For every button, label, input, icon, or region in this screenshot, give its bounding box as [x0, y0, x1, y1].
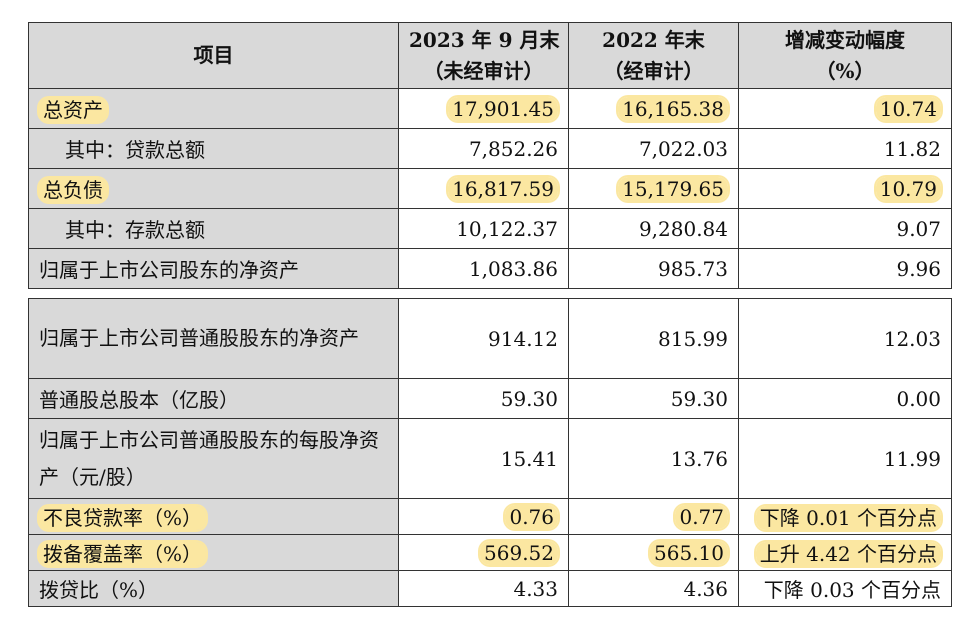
row-label: 总资产: [39, 98, 107, 122]
row-label: 不良贷款率（%）: [39, 506, 207, 530]
table-row: 不良贷款率（%） 0.76 0.77 下降 0.01 个百分点: [28, 498, 952, 535]
table-row: 归属于上市公司股东的净资产 1,083.86 985.73 9.96: [28, 248, 952, 289]
row-value: 0.76: [505, 504, 558, 529]
header-2022: 2022 年末 （经审计）: [568, 22, 739, 89]
row-value: 16,165.38: [618, 96, 728, 121]
table-row: 归属于上市公司普通股股东的净资产 914.12 815.99 12.03: [28, 298, 952, 379]
row-label: 归属于上市公司普通股股东的每股净资产（元/股）: [28, 418, 399, 499]
row-label: 其中：贷款总额: [28, 128, 399, 169]
header-row: 项目 2023 年 9 月末 （未经审计） 2022 年末 （经审计） 增减变动幅度…: [28, 22, 952, 89]
row-value: 16,817.59: [448, 176, 558, 201]
row-value: 0.00: [738, 378, 952, 419]
financial-table-bottom: 归属于上市公司普通股股东的净资产 914.12 815.99 12.03 普通股…: [28, 298, 952, 607]
row-label: 拨贷比（%）: [28, 570, 399, 607]
table-row: 拨贷比（%） 4.33 4.36 下降 0.03 个百分点: [28, 570, 952, 607]
header-item: 项目: [28, 22, 399, 89]
row-value: 7,852.26: [398, 128, 569, 169]
header-change: 增减变动幅度 （%）: [738, 22, 952, 89]
table-row: 总资产 17,901.45 16,165.38 10.74: [28, 88, 952, 129]
row-value: 985.73: [568, 248, 739, 289]
table-row: 归属于上市公司普通股股东的每股净资产（元/股） 15.41 13.76 11.9…: [28, 418, 952, 499]
header-2023: 2023 年 9 月末 （未经审计）: [398, 22, 569, 89]
row-value: 10,122.37: [398, 208, 569, 249]
row-label: 普通股总股本（亿股）: [28, 378, 399, 419]
row-value: 1,083.86: [398, 248, 569, 289]
row-value: 565.10: [650, 540, 728, 565]
row-label: 拨备覆盖率（%）: [39, 542, 207, 566]
row-value: 11.82: [738, 128, 952, 169]
row-label: 归属于上市公司股东的净资产: [28, 248, 399, 289]
row-value: 914.12: [398, 298, 569, 379]
row-value: 12.03: [738, 298, 952, 379]
row-value: 4.33: [398, 570, 569, 607]
row-value: 815.99: [568, 298, 739, 379]
row-value: 59.30: [398, 378, 569, 419]
row-value: 4.36: [568, 570, 739, 607]
row-value: 0.77: [675, 504, 728, 529]
row-value: 11.99: [738, 418, 952, 499]
row-label: 总负债: [39, 178, 107, 202]
row-value: 9,280.84: [568, 208, 739, 249]
row-value: 上升 4.42 个百分点: [755, 542, 941, 566]
row-value: 下降 0.01 个百分点: [755, 506, 941, 530]
table-row: 拨备覆盖率（%） 569.52 565.10 上升 4.42 个百分点: [28, 534, 952, 571]
row-value: 15.41: [398, 418, 569, 499]
table-row: 普通股总股本（亿股） 59.30 59.30 0.00: [28, 378, 952, 419]
row-value: 13.76: [568, 418, 739, 499]
row-value: 9.07: [738, 208, 952, 249]
row-value: 569.52: [480, 540, 558, 565]
row-value: 15,179.65: [618, 176, 728, 201]
row-value: 10.79: [875, 176, 941, 201]
financial-table-top: 项目 2023 年 9 月末 （未经审计） 2022 年末 （经审计） 增减变动幅度…: [28, 22, 952, 289]
row-value: 9.96: [738, 248, 952, 289]
row-label: 其中：存款总额: [28, 208, 399, 249]
row-value: 10.74: [875, 96, 941, 121]
table-row: 总负债 16,817.59 15,179.65 10.79: [28, 168, 952, 209]
row-value: 17,901.45: [448, 96, 558, 121]
row-value: 7,022.03: [568, 128, 739, 169]
row-value: 59.30: [568, 378, 739, 419]
table-row: 其中：存款总额 10,122.37 9,280.84 9.07: [28, 208, 952, 249]
table-row: 其中：贷款总额 7,852.26 7,022.03 11.82: [28, 128, 952, 169]
row-label: 归属于上市公司普通股股东的净资产: [28, 298, 399, 379]
row-value: 下降 0.03 个百分点: [738, 570, 952, 607]
